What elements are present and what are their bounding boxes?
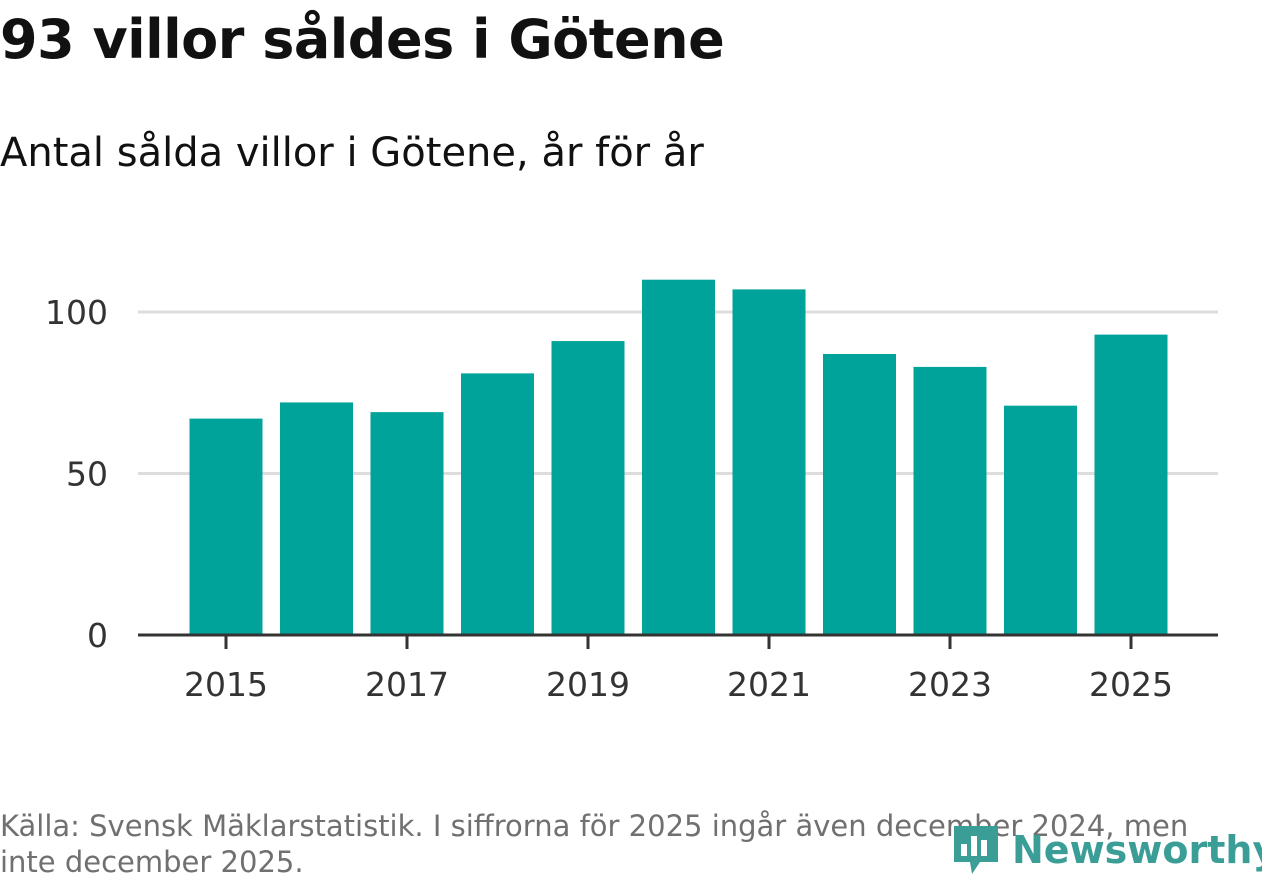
x-tick-label-2019: 2019 (546, 665, 630, 704)
bar-2015 (189, 418, 263, 635)
bar-2016 (280, 402, 353, 635)
y-tick-label-100: 100 (45, 293, 108, 332)
bar-2025 (1094, 334, 1168, 635)
bar-chart: 0 50 100 2015 2017 2019 2021 2023 2025 (45, 279, 1218, 704)
chart-subtitle: Antal sålda villor i Götene, år för år (0, 130, 704, 176)
x-tick-label-2021: 2021 (727, 665, 811, 704)
x-tick-label-2023: 2023 (908, 665, 992, 704)
bar-2017 (370, 412, 444, 635)
newsworthy-logo: Newsworthy (950, 820, 1262, 880)
bars (189, 279, 1168, 635)
x-tick-label-2017: 2017 (365, 665, 449, 704)
bar-2023 (913, 366, 987, 635)
bar-chart-logo-icon (954, 826, 998, 874)
logo-text: Newsworthy (1012, 828, 1262, 872)
bar-2021 (732, 289, 806, 635)
y-tick-label-0: 0 (87, 616, 108, 655)
bar-2018 (461, 373, 534, 635)
x-tick-label-2025: 2025 (1089, 665, 1173, 704)
bar-2020 (642, 279, 715, 635)
bar-2022 (823, 353, 896, 635)
x-tick-label-2015: 2015 (184, 665, 268, 704)
y-tick-label-50: 50 (66, 455, 108, 494)
chart-title: 93 villor såldes i Götene (0, 8, 725, 71)
bar-2019 (551, 341, 625, 635)
bar-2024 (1004, 405, 1077, 635)
axes: 0 50 100 2015 2017 2019 2021 2023 2025 (45, 293, 1218, 704)
